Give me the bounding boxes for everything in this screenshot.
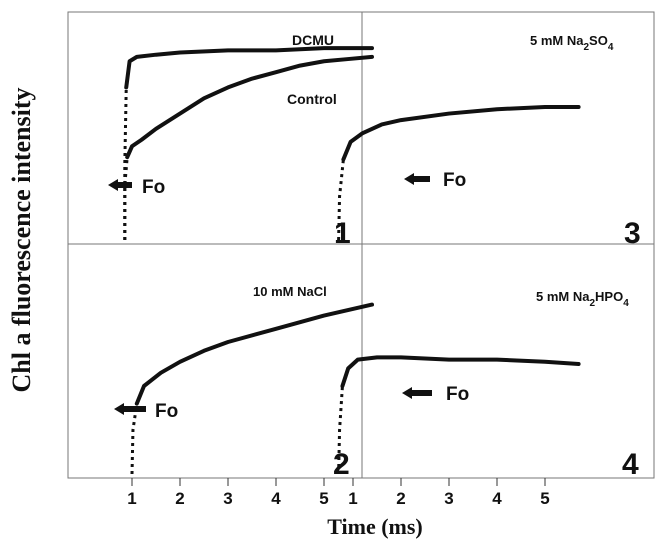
panel-4-label-sub1: 2 [589, 298, 595, 309]
panel-3-label-sub1: 2 [583, 42, 589, 53]
series-line-3-0 [341, 105, 581, 162]
x-ticks: 1 2 3 4 5 1 2 3 4 5 [127, 478, 550, 508]
x-axis-title: Time (ms) [327, 514, 423, 539]
panel-4-label-sub2: 4 [623, 298, 629, 309]
x-tick-label: 4 [271, 489, 281, 508]
fo-label-panel-1: Fo [142, 177, 165, 198]
x-tick-label: 5 [540, 489, 549, 508]
fo-label-panel-2: Fo [155, 401, 178, 422]
panel-1-label-control: Control [287, 91, 337, 107]
fo-arrow-icon [402, 387, 432, 399]
panel-2-label: 10 mM NaCl [253, 284, 327, 299]
series-line-1-1 [125, 54, 374, 160]
x-tick-label: 4 [492, 489, 502, 508]
panel-3-label-b: SO [589, 33, 608, 48]
fo-arrow-icon [404, 173, 430, 185]
series-rise-1-0 [123, 87, 128, 240]
panel-4-label-b: HPO [595, 289, 623, 304]
panel-3-label: 5 mM Na2SO4 [530, 33, 614, 53]
panel-1-label-dcmu: DCMU [292, 32, 334, 48]
series-rise-1-1 [123, 157, 129, 240]
x-tick-label: 3 [444, 489, 453, 508]
fo-marker-panel-2: Fo [114, 401, 178, 422]
panel-2-frame [67, 243, 363, 479]
fo-label-panel-3: Fo [443, 170, 466, 191]
panel-3-label-a: 5 mM Na [530, 33, 584, 48]
y-axis-title: Chl a fluorescence intensity [7, 88, 36, 393]
series-rise-4-0 [337, 385, 344, 475]
x-tick-label: 5 [319, 489, 328, 508]
panel-4-number: 4 [622, 448, 639, 481]
panel-3-number: 3 [624, 217, 641, 250]
fo-label-panel-4: Fo [446, 384, 469, 405]
x-tick-label: 1 [127, 489, 136, 508]
x-tick-label: 2 [396, 489, 405, 508]
fo-arrow-icon [114, 403, 146, 415]
series-line-2-0 [134, 302, 374, 406]
x-tick-label: 1 [348, 489, 357, 508]
series-line-1-0 [124, 46, 374, 90]
x-tick-label: 2 [175, 489, 184, 508]
series-rise-2-0 [130, 403, 139, 475]
series-layer [123, 46, 581, 475]
panel-1-number: 1 [334, 217, 351, 250]
fo-arrow-icon [108, 179, 132, 191]
series-rise-3-0 [337, 159, 345, 241]
fo-marker-panel-3: Fo [404, 170, 466, 191]
panel-4-label: 5 mM Na2HPO4 [536, 289, 629, 309]
series-line-4-0 [340, 355, 581, 388]
panel-2-number: 2 [333, 448, 350, 481]
fo-marker-panel-4: Fo [402, 384, 469, 405]
fo-marker-panel-1: Fo [108, 177, 165, 198]
panel-4-label-a: 5 mM Na [536, 289, 590, 304]
panel-3-label-sub2: 4 [608, 42, 614, 53]
x-tick-label: 3 [223, 489, 232, 508]
